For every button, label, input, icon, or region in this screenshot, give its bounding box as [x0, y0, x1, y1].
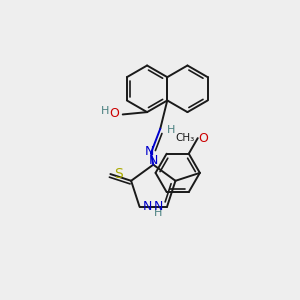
Text: O: O [199, 132, 208, 145]
Text: O: O [110, 107, 119, 120]
Text: N: N [145, 146, 154, 158]
Text: H: H [167, 125, 175, 135]
Text: N: N [154, 200, 164, 213]
Text: N: N [148, 154, 158, 166]
Text: CH₃: CH₃ [175, 133, 195, 143]
Text: H: H [101, 106, 110, 116]
Text: N: N [143, 200, 152, 213]
Text: S: S [114, 167, 123, 181]
Text: H: H [154, 208, 162, 218]
